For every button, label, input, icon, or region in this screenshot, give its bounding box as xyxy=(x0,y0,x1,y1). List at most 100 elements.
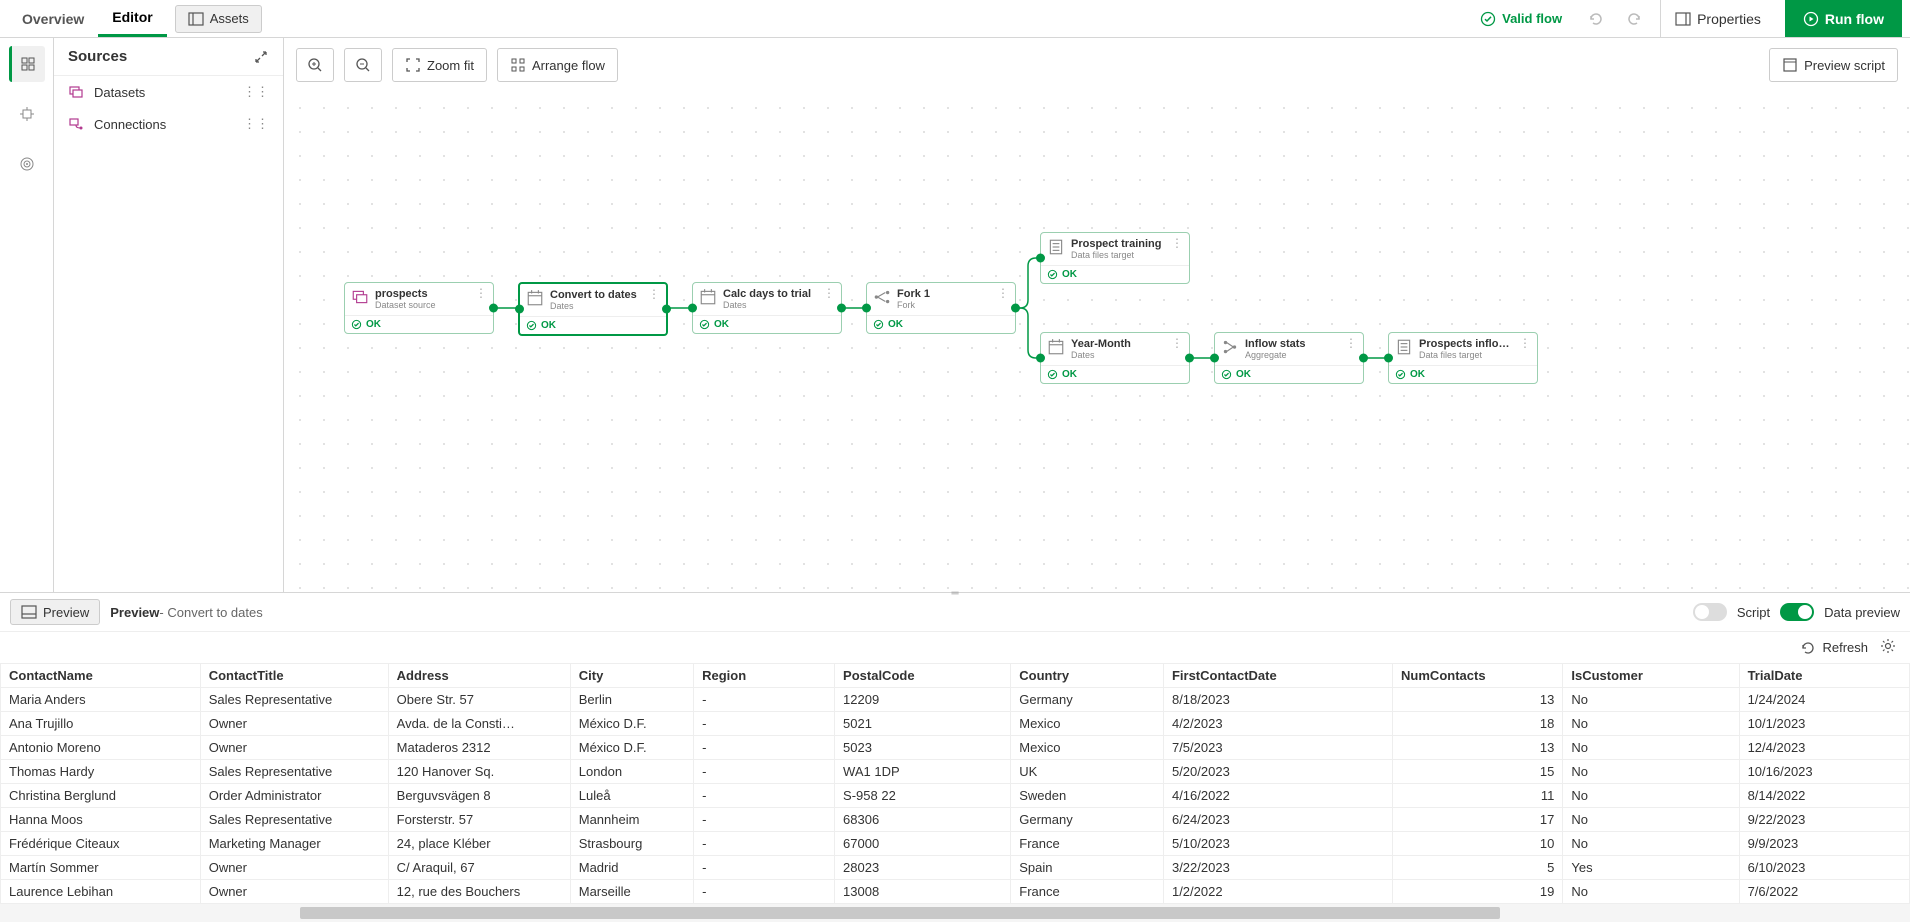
assets-button[interactable]: Assets xyxy=(175,5,262,33)
flow-node[interactable]: Prospect trainingData files target⋮OK xyxy=(1040,232,1190,284)
data-table-wrap[interactable]: ContactNameContactTitleAddressCityRegion… xyxy=(0,663,1910,904)
data-preview-toggle[interactable] xyxy=(1780,603,1814,621)
node-port-out[interactable] xyxy=(1185,354,1194,363)
node-menu-icon[interactable]: ⋮ xyxy=(648,289,660,299)
node-port-in[interactable] xyxy=(862,304,871,313)
table-cell: 13 xyxy=(1393,736,1563,760)
table-cell: Order Administrator xyxy=(200,784,388,808)
settings-button[interactable] xyxy=(1880,638,1896,657)
script-toggle[interactable] xyxy=(1693,603,1727,621)
table-cell: Owner xyxy=(200,712,388,736)
node-port-in[interactable] xyxy=(688,304,697,313)
horizontal-scrollbar[interactable] xyxy=(0,904,1910,922)
table-cell: 9/22/2023 xyxy=(1739,808,1909,832)
script-toggle-label: Script xyxy=(1737,605,1770,620)
node-type-icon xyxy=(1047,238,1065,256)
flow-node[interactable]: Year-MonthDates⋮OK xyxy=(1040,332,1190,384)
column-header[interactable]: ContactTitle xyxy=(200,664,388,688)
table-cell: Obere Str. 57 xyxy=(388,688,570,712)
scrollbar-thumb[interactable] xyxy=(300,907,1500,919)
flow-node[interactable]: Convert to datesDates⋮OK xyxy=(518,282,668,336)
table-row[interactable]: Maria AndersSales RepresentativeObere St… xyxy=(1,688,1910,712)
column-header[interactable]: TrialDate xyxy=(1739,664,1909,688)
undo-button[interactable] xyxy=(1580,4,1610,34)
column-header[interactable]: PostalCode xyxy=(835,664,1011,688)
node-menu-icon[interactable]: ⋮ xyxy=(1171,338,1183,348)
rail-processors[interactable] xyxy=(9,96,45,132)
table-row[interactable]: Martín SommerOwnerC/ Araquil, 67Madrid-2… xyxy=(1,856,1910,880)
run-flow-button[interactable]: Run flow xyxy=(1785,0,1902,37)
table-row[interactable]: Laurence LebihanOwner12, rue des Boucher… xyxy=(1,880,1910,904)
zoom-out-button[interactable] xyxy=(344,48,382,82)
table-row[interactable]: Antonio MorenoOwnerMataderos 2312México … xyxy=(1,736,1910,760)
column-header[interactable]: FirstContactDate xyxy=(1163,664,1392,688)
expand-icon[interactable] xyxy=(253,49,269,65)
node-subtitle: Fork xyxy=(897,300,991,310)
node-port-in[interactable] xyxy=(515,305,524,314)
zoom-fit-button[interactable]: Zoom fit xyxy=(392,48,487,82)
table-row[interactable]: Frédérique CiteauxMarketing Manager24, p… xyxy=(1,832,1910,856)
node-menu-icon[interactable]: ⋮ xyxy=(1345,338,1357,348)
table-row[interactable]: Thomas HardySales Representative120 Hano… xyxy=(1,760,1910,784)
table-row[interactable]: Christina BerglundOrder AdministratorBer… xyxy=(1,784,1910,808)
table-cell: 19 xyxy=(1393,880,1563,904)
tab-overview[interactable]: Overview xyxy=(8,0,98,37)
flow-node[interactable]: prospectsDataset source⋮OK xyxy=(344,282,494,334)
column-header[interactable]: Country xyxy=(1011,664,1164,688)
table-cell: 12, rue des Bouchers xyxy=(388,880,570,904)
sidebar-item-connections[interactable]: Connections ⋮⋮ xyxy=(54,108,283,140)
node-port-out[interactable] xyxy=(1011,304,1020,313)
node-menu-icon[interactable]: ⋮ xyxy=(1519,338,1531,348)
refresh-button[interactable]: Refresh xyxy=(1800,640,1868,656)
table-row[interactable]: Ana TrujilloOwnerAvda. de la Consti…Méxi… xyxy=(1,712,1910,736)
drag-handle-icon[interactable]: ⋮⋮ xyxy=(243,84,269,100)
node-port-out[interactable] xyxy=(662,305,671,314)
node-port-in[interactable] xyxy=(1210,354,1219,363)
column-header[interactable]: Region xyxy=(694,664,835,688)
flow-node[interactable]: Inflow statsAggregate⋮OK xyxy=(1214,332,1364,384)
resize-grip[interactable]: ═ xyxy=(935,589,975,597)
flow-edge xyxy=(1016,308,1040,358)
node-title: Inflow stats xyxy=(1245,338,1339,350)
flow-node[interactable]: Calc days to trialDates⋮OK xyxy=(692,282,842,334)
column-header[interactable]: City xyxy=(570,664,693,688)
column-header[interactable]: IsCustomer xyxy=(1563,664,1739,688)
node-port-in[interactable] xyxy=(1384,354,1393,363)
sidebar-item-datasets[interactable]: Datasets ⋮⋮ xyxy=(54,76,283,108)
node-subtitle: Dates xyxy=(550,301,642,311)
node-menu-icon[interactable]: ⋮ xyxy=(475,288,487,298)
drag-handle-icon[interactable]: ⋮⋮ xyxy=(243,116,269,132)
rail-targets[interactable] xyxy=(9,146,45,182)
preview-table: ContactNameContactTitleAddressCityRegion… xyxy=(0,663,1910,904)
column-header[interactable]: ContactName xyxy=(1,664,201,688)
preview-toggle-button[interactable]: Preview xyxy=(10,599,100,625)
run-flow-label: Run flow xyxy=(1825,11,1884,27)
tab-editor[interactable]: Editor xyxy=(98,0,166,37)
zoom-in-button[interactable] xyxy=(296,48,334,82)
check-circle-icon xyxy=(526,320,537,331)
redo-button[interactable] xyxy=(1620,4,1650,34)
table-cell: - xyxy=(694,784,835,808)
preview-script-button[interactable]: Preview script xyxy=(1769,48,1898,82)
flow-node[interactable]: Prospects inflow statData files target⋮O… xyxy=(1388,332,1538,384)
column-header[interactable]: Address xyxy=(388,664,570,688)
node-port-out[interactable] xyxy=(837,304,846,313)
node-menu-icon[interactable]: ⋮ xyxy=(1171,238,1183,248)
flow-canvas[interactable]: prospectsDataset source⋮OKConvert to dat… xyxy=(284,92,1910,592)
flow-node[interactable]: Fork 1Fork⋮OK xyxy=(866,282,1016,334)
node-port-out[interactable] xyxy=(1359,354,1368,363)
properties-button[interactable]: Properties xyxy=(1660,0,1775,37)
node-menu-icon[interactable]: ⋮ xyxy=(823,288,835,298)
column-header[interactable]: NumContacts xyxy=(1393,664,1563,688)
refresh-label: Refresh xyxy=(1822,640,1868,655)
table-row[interactable]: Hanna MoosSales RepresentativeForsterstr… xyxy=(1,808,1910,832)
node-port-in[interactable] xyxy=(1036,354,1045,363)
node-menu-icon[interactable]: ⋮ xyxy=(997,288,1009,298)
node-port-in[interactable] xyxy=(1036,254,1045,263)
node-port-out[interactable] xyxy=(489,304,498,313)
table-cell: 67000 xyxy=(835,832,1011,856)
table-cell: Frédérique Citeaux xyxy=(1,832,201,856)
arrange-flow-button[interactable]: Arrange flow xyxy=(497,48,618,82)
gear-icon xyxy=(1880,638,1896,654)
rail-sources[interactable] xyxy=(9,46,45,82)
